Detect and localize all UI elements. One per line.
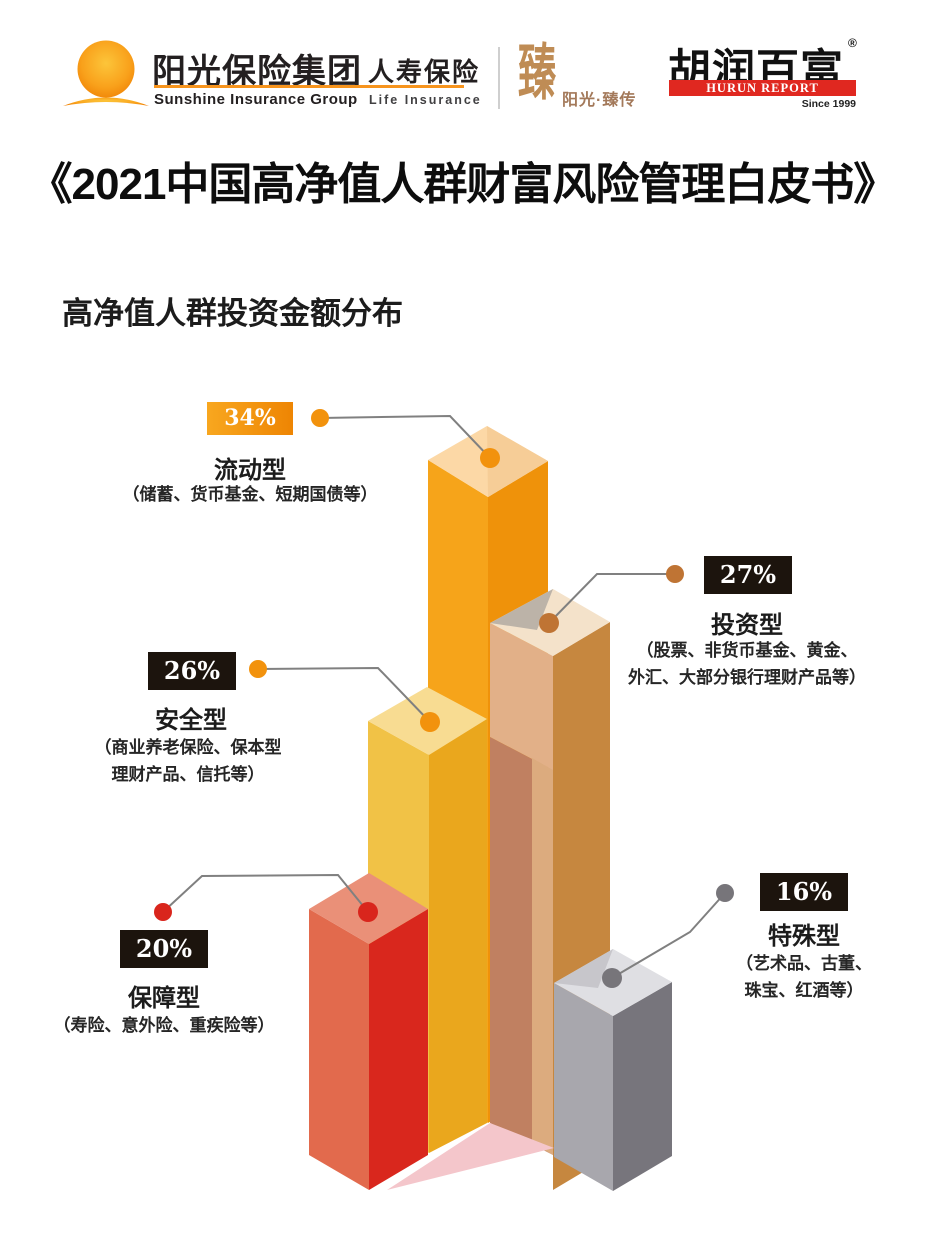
hurun-banner: HURUN REPORT	[669, 80, 856, 96]
category-desc-protect: （寿险、意外险、重疾险等）	[53, 1016, 275, 1035]
category-desc-special: （艺术品、古董、 珠宝、红酒等）	[736, 954, 872, 1000]
hurun-registered-icon: ®	[848, 36, 857, 50]
value-badge-invest: 27%	[704, 556, 792, 594]
category-name-protect: 保障型	[128, 985, 200, 1012]
base-platform	[387, 1123, 554, 1190]
value-badge-protect: 20%	[120, 930, 208, 968]
category-desc-safe: （商业养老保险、保本型 理财产品、信托等）	[94, 738, 282, 784]
sunshine-cn-name: 阳光保险集团	[152, 53, 362, 91]
sunshine-en-sub: Life Insurance	[369, 93, 482, 107]
value-badge-liquid: 34%	[207, 402, 293, 435]
header-divider	[498, 47, 500, 109]
bar-special-16	[554, 949, 672, 1191]
category-name-invest: 投资型	[711, 612, 783, 639]
chart-title: 高净值人群投资金额分布	[62, 296, 403, 331]
category-desc-invest: （股票、非货币基金、黄金、 外汇、大部分银行理财产品等）	[628, 641, 866, 687]
category-desc-liquid: （储蓄、货币基金、短期国债等）	[122, 485, 378, 504]
sunshine-underline	[154, 85, 464, 88]
zhen-seal-icon: 臻	[517, 40, 556, 108]
page-title: 《2021中国高净值人群财富风险管理白皮书》	[28, 160, 898, 209]
value-badge-safe: 26%	[148, 652, 236, 690]
connector-lines	[162, 414, 726, 979]
sunshine-cn-sub: 人寿保险	[368, 57, 481, 87]
category-name-safe: 安全型	[155, 707, 227, 734]
value-badge-special: 16%	[760, 873, 848, 911]
zhen-label: 阳光·臻传	[562, 92, 637, 109]
sunshine-sun-icon	[63, 40, 149, 106]
category-name-liquid: 流动型	[214, 457, 286, 484]
hurun-since: Since 1999	[801, 98, 856, 110]
sunshine-en-name: Sunshine Insurance Group	[154, 91, 358, 108]
connector-dots	[154, 409, 734, 988]
category-name-special: 特殊型	[768, 923, 840, 950]
